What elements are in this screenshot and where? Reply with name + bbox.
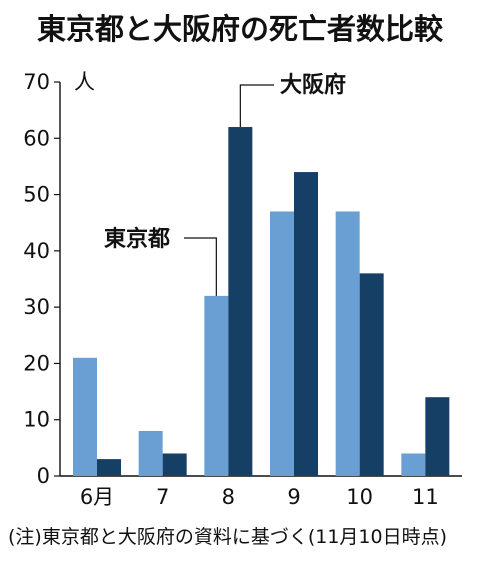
bar-osaka [97,459,121,476]
y-tick-label: 70 [23,70,50,94]
x-tick-label: 7 [156,485,169,509]
bar-tokyo [138,430,163,476]
x-tick-label: 10 [346,485,373,509]
bar-osaka [294,172,318,477]
y-tick-label: 30 [23,295,50,319]
x-axis: 6月 7 8 9 10 11 [80,485,439,509]
y-axis-label: 人 [74,70,95,94]
x-tick-label: 8 [222,485,235,509]
bars [73,127,450,477]
series-label-osaka: 大阪府 [280,72,346,98]
chart-title: 東京都と大阪府の死亡者数比較 [36,12,443,46]
bar-osaka [425,397,450,476]
x-tick-label: 6月 [80,485,114,509]
bar-osaka [359,273,384,476]
series-label-tokyo: 東京都 [104,226,170,252]
y-tick-label: 20 [23,351,50,375]
bar-tokyo [204,295,229,476]
y-tick-label: 40 [23,239,50,263]
y-tick-label: 10 [23,408,50,432]
bar-tokyo [335,211,360,476]
bar-tokyo [401,453,426,476]
series-leader-tokyo [184,237,217,296]
y-tick-label: 0 [37,464,50,488]
series-labels: 東京都 大阪府 [104,72,346,296]
bar-osaka [162,453,187,476]
bar-tokyo [270,211,294,476]
y-tick-label: 50 [23,183,50,207]
y-axis: 0 10 20 30 40 50 60 70 人 [23,70,462,488]
chart-note: (注)東京都と大阪府の資料に基づく(11月10日時点) [8,526,448,548]
y-tick-label: 60 [23,126,50,150]
x-tick-label: 11 [412,485,439,509]
bar-osaka [228,127,253,477]
x-tick-label: 9 [287,485,300,509]
bar-tokyo [73,357,97,476]
series-leader-osaka [239,84,274,128]
